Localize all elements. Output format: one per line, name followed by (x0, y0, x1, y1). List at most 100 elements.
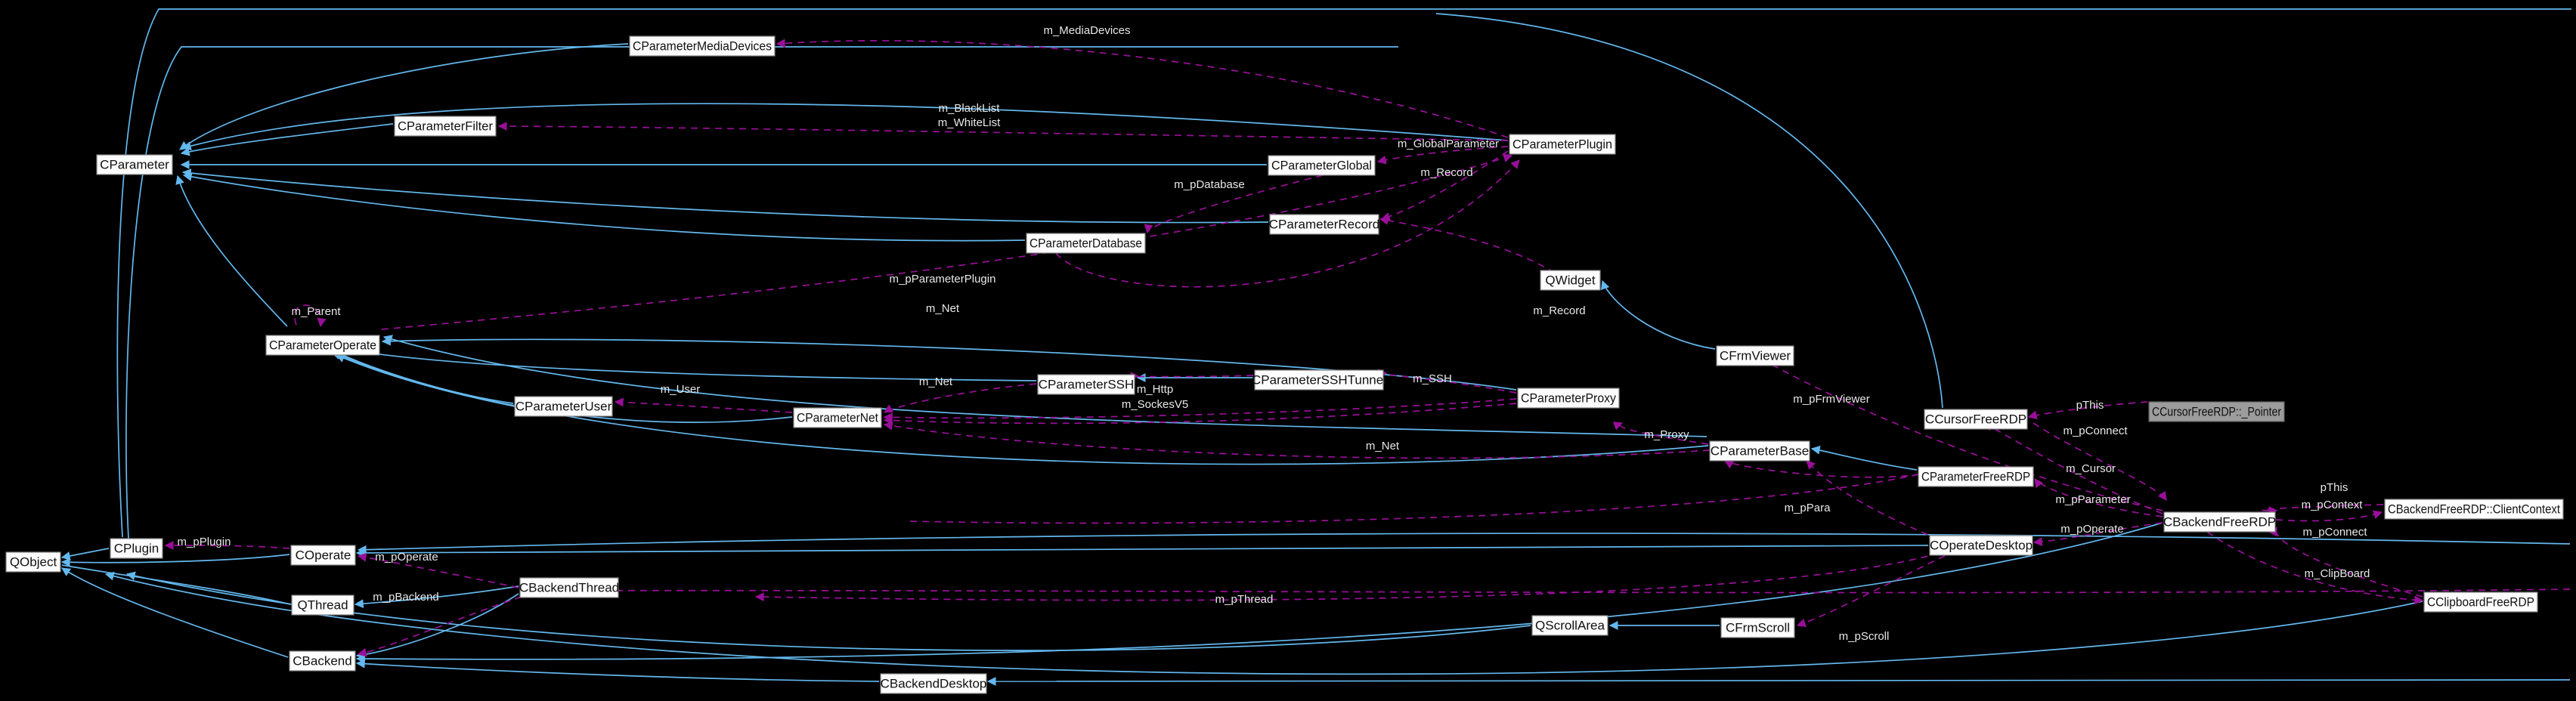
node-box (1918, 466, 2034, 487)
node-cparametermediadevices[interactable]: CParameterMediaDevices (629, 36, 776, 57)
node-box (1716, 345, 1794, 366)
edge-label-m_record_2: m_Record (1533, 304, 1585, 317)
edge-inherit-operatedesktop-coperate (355, 545, 1929, 557)
edge-usage-backendthread-coperate (357, 552, 519, 588)
edge-label-m_pparameter: m_pParameter (2055, 493, 2130, 506)
node-cbackend[interactable]: CBackend (289, 650, 356, 672)
node-label: CParameterUser (516, 399, 612, 413)
node-qwidget[interactable]: QWidget (1540, 270, 1601, 291)
edge-usage-plugin-record (1380, 150, 1509, 221)
node-box (291, 594, 355, 616)
node-cclipboardfreerdp[interactable]: CClipboardFreeRDP (2423, 591, 2538, 613)
edge-usage-parameterfreerdp-left (906, 474, 1919, 524)
edge-label-m_pconnect_1: m_pConnect (2063, 425, 2128, 437)
node-label: CParameter (100, 157, 169, 171)
node-cparameterbase[interactable]: CParameterBase (1709, 440, 1810, 462)
node-qthread[interactable]: QThread (291, 594, 355, 616)
node-cparameterproxy[interactable]: CParameterProxy (1517, 388, 1620, 409)
node-cparameterplugin[interactable]: CParameterPlugin (1509, 134, 1616, 155)
edge-usage-clientcontext-backendfreerdp (2262, 504, 2384, 515)
node-box (1254, 369, 1384, 391)
edge-inherit-coperate-qobject (60, 554, 290, 567)
node-qobject[interactable]: QObject (5, 551, 61, 573)
node-cparameterglobal[interactable]: CParameterGlobal (1268, 155, 1376, 176)
edge-usage-operate-plugin (381, 153, 1513, 330)
node-label: COperate (296, 548, 351, 562)
node-cparameterfilter[interactable]: CParameterFilter (394, 116, 497, 137)
edge-label-pthis_1: pThis (2076, 399, 2104, 412)
node-ccursorfreerdp[interactable]: CCursorFreeRDP (1924, 409, 2028, 430)
node-cbackendfreerdp[interactable]: CBackendFreeRDP (2163, 511, 2276, 533)
node-cbackenddesktop[interactable]: CBackendDesktop (880, 673, 987, 694)
node-box (1924, 409, 2028, 430)
node-label: CParameterRecord (1269, 217, 1379, 231)
node-box (110, 538, 163, 559)
node-qscrollarea[interactable]: QScrollArea (1531, 615, 1608, 636)
edge-usage-plugin-filter (497, 122, 1509, 141)
edge-label-m_whitelist: m_WhiteList (938, 116, 1001, 129)
node-label: QWidget (1545, 273, 1595, 287)
edge-inherit-cbackend-qobject (61, 567, 289, 658)
edge-label-m_pthread: m_pThread (1215, 593, 1274, 606)
node-cparameterdatabase[interactable]: CParameterDatabase (1026, 233, 1146, 254)
node-coperate[interactable]: COperate (290, 545, 356, 566)
node-label: QThread (297, 598, 348, 612)
edge-usage-operate-parent-self (293, 304, 327, 328)
edge-label-m_pconnect_2: m_pConnect (2302, 526, 2367, 539)
edge-inherit-cursorfreerdp-up (1435, 13, 1943, 409)
node-cparameteruser[interactable]: CParameterUser (514, 396, 613, 417)
node-coperatedesktop[interactable]: COperateDesktop (1929, 535, 2033, 556)
node-cparameterssh[interactable]: CParameterSSH (1037, 374, 1135, 395)
edge-inherit-backendfreerdp-cbackend (355, 522, 2163, 664)
node-cfrmscroll[interactable]: CFrmScroll (1720, 617, 1795, 638)
node-box (1269, 214, 1379, 235)
edge-usage-base-proxy (1612, 422, 1709, 445)
node-label: CParameterBase (1711, 443, 1809, 458)
edge-inherit-backendthread-cbackend (355, 593, 519, 659)
edge-label-m_http: m_Http (1137, 383, 1173, 396)
node-cparameteroperate[interactable]: CParameterOperate (265, 335, 380, 356)
node-ccursorfreerdp-_pointer[interactable]: CCursorFreeRDP::_Pointer (2148, 401, 2285, 422)
node-cplugin[interactable]: CPlugin (110, 538, 163, 559)
edge-inherit-mediadevices-cparameter (179, 43, 629, 150)
edge-usage-record-qwidget (1379, 216, 1565, 280)
node-box (514, 396, 613, 417)
node-label: CParameterFilter (398, 119, 493, 133)
edge-label-m_mediadevices: m_MediaDevices (1043, 24, 1130, 37)
node-cparameter[interactable]: CParameter (96, 154, 173, 175)
edge-inherit-qobject-loop2 (125, 46, 1398, 539)
node-box (2148, 401, 2285, 422)
edge-inherit-qobject-outerloop (116, 8, 2571, 538)
edge-label-m_proxy: m_Proxy (1644, 428, 1689, 441)
edge-usage-pointer-cursorfreerdp (2027, 401, 2148, 420)
node-label: CParameterSSHTunnel (1252, 372, 1386, 387)
edge-usage-operatedesktop-frmscroll (1796, 545, 1968, 628)
node-cparameterrecord[interactable]: CParameterRecord (1269, 214, 1379, 235)
edge-label-m_user: m_User (661, 383, 701, 396)
edge-label-m_net_3: m_Net (1366, 440, 1400, 452)
edge-label-m_pcontext: m_pContext (2302, 499, 2364, 511)
node-box (5, 551, 61, 573)
edge-usage-base-net (883, 421, 1711, 459)
edge-label-m_pbackend: m_pBackend (373, 591, 439, 604)
node-label: CParameterProxy (1521, 391, 1616, 405)
node-box (1268, 155, 1376, 176)
node-cparameterfreerdp[interactable]: CParameterFreeRDP (1918, 466, 2034, 487)
node-box (96, 154, 173, 175)
node-cparametersshtunnel[interactable]: CParameterSSHTunnel (1252, 369, 1386, 391)
edge-usage-proxy-net-http (883, 398, 1517, 422)
node-cparameternet[interactable]: CParameterNet (793, 407, 882, 428)
edge-label-m_parent: m_Parent (291, 305, 341, 318)
node-cfrmviewer[interactable]: CFrmViewer (1716, 345, 1794, 366)
node-label: CCursorFreeRDP (1925, 412, 2026, 426)
edge-label-m_sockesv5: m_SockesV5 (1122, 398, 1188, 411)
edge-usage-backendfreerdp-parameterfreerdp (2034, 478, 2163, 517)
node-label: CParameterDatabase (1029, 236, 1142, 250)
node-cbackendthread[interactable]: CBackendThread (519, 577, 619, 598)
node-cbackendfreerdp-clientcontext[interactable]: CBackendFreeRDP::ClientContext (2384, 499, 2564, 520)
edge-usage-backendfreerdp-cursor (1983, 422, 2163, 514)
edge-usage-clipboard-backendfreerdp-pconnect (2268, 526, 2423, 598)
node-label: QScrollArea (1535, 618, 1605, 632)
node-label: COperateDesktop (1930, 538, 2033, 552)
